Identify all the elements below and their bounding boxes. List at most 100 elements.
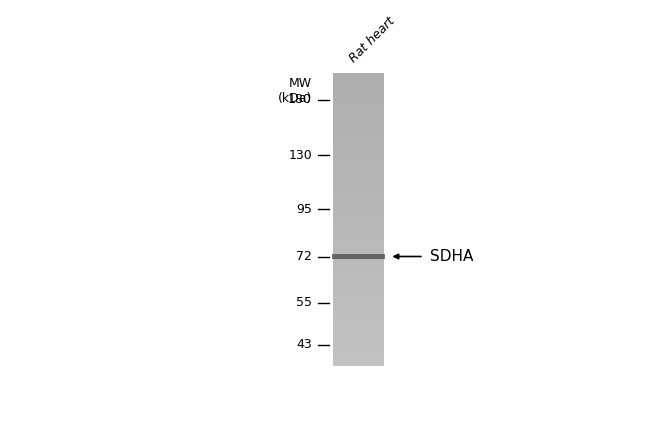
- Bar: [333, 238, 384, 240]
- Bar: [333, 303, 384, 304]
- Bar: [333, 171, 384, 173]
- Bar: [333, 203, 384, 205]
- Bar: [333, 240, 384, 241]
- Bar: [333, 85, 384, 87]
- Bar: [333, 358, 384, 360]
- Bar: [333, 325, 384, 326]
- Bar: [333, 360, 384, 362]
- Text: 95: 95: [296, 203, 312, 216]
- Bar: [333, 243, 384, 244]
- Bar: [333, 316, 384, 318]
- Bar: [333, 234, 384, 236]
- Bar: [333, 271, 384, 272]
- Bar: [333, 86, 384, 88]
- Bar: [333, 141, 384, 142]
- Bar: [333, 287, 384, 288]
- Bar: [333, 164, 384, 165]
- Bar: [333, 313, 384, 315]
- Bar: [333, 180, 384, 181]
- Bar: [333, 179, 384, 180]
- Bar: [333, 228, 384, 230]
- Bar: [333, 101, 384, 103]
- Bar: [333, 300, 384, 301]
- Bar: [333, 329, 384, 331]
- Bar: [333, 342, 384, 344]
- Bar: [333, 241, 384, 243]
- Bar: [333, 348, 384, 350]
- Bar: [333, 151, 384, 152]
- Bar: [333, 111, 384, 113]
- Bar: [333, 346, 384, 348]
- Bar: [333, 94, 384, 95]
- Bar: [333, 227, 384, 228]
- Bar: [333, 121, 384, 123]
- Bar: [333, 339, 384, 341]
- Bar: [333, 157, 384, 158]
- Bar: [333, 247, 384, 249]
- Bar: [333, 308, 384, 310]
- Bar: [333, 145, 384, 146]
- Bar: [333, 107, 384, 108]
- Bar: [333, 306, 384, 307]
- Text: 130: 130: [288, 149, 312, 162]
- Bar: [333, 89, 384, 91]
- Bar: [333, 225, 384, 227]
- Bar: [333, 364, 384, 366]
- Bar: [333, 193, 384, 195]
- Bar: [333, 143, 384, 145]
- Bar: [333, 132, 384, 133]
- Text: 55: 55: [296, 296, 312, 309]
- Bar: [333, 235, 384, 237]
- Bar: [333, 105, 384, 107]
- Bar: [333, 83, 384, 85]
- Bar: [333, 330, 384, 332]
- Bar: [333, 254, 384, 256]
- Bar: [333, 224, 384, 225]
- Bar: [333, 332, 384, 334]
- Bar: [333, 301, 384, 303]
- Bar: [333, 257, 384, 259]
- Bar: [333, 354, 384, 356]
- Bar: [333, 209, 384, 211]
- Bar: [333, 108, 384, 110]
- Bar: [333, 268, 384, 269]
- Bar: [333, 117, 384, 119]
- Text: 72: 72: [296, 250, 312, 263]
- Bar: [333, 333, 384, 335]
- Bar: [333, 177, 384, 179]
- Bar: [333, 88, 384, 89]
- Bar: [333, 124, 384, 126]
- Bar: [333, 297, 384, 299]
- Bar: [333, 253, 384, 255]
- Bar: [333, 205, 384, 206]
- Bar: [333, 189, 384, 190]
- Bar: [333, 79, 384, 81]
- Bar: [333, 218, 384, 219]
- Bar: [333, 341, 384, 342]
- Bar: [333, 174, 384, 176]
- Bar: [333, 311, 384, 313]
- Bar: [333, 249, 384, 250]
- Bar: [333, 127, 384, 129]
- Bar: [333, 196, 384, 197]
- Bar: [333, 219, 384, 221]
- Bar: [333, 273, 384, 275]
- Bar: [333, 98, 384, 100]
- Bar: [333, 192, 384, 193]
- Bar: [333, 322, 384, 323]
- Text: 43: 43: [296, 338, 312, 351]
- Bar: [333, 120, 384, 122]
- Bar: [333, 291, 384, 293]
- Bar: [333, 123, 384, 124]
- Bar: [333, 113, 384, 114]
- Bar: [333, 352, 384, 354]
- Bar: [333, 187, 384, 189]
- Bar: [333, 246, 384, 247]
- Bar: [333, 335, 384, 337]
- Text: Rat heart: Rat heart: [346, 15, 397, 65]
- Bar: [333, 154, 384, 155]
- Bar: [333, 275, 384, 277]
- Bar: [333, 276, 384, 278]
- Bar: [333, 136, 384, 138]
- Bar: [333, 168, 384, 170]
